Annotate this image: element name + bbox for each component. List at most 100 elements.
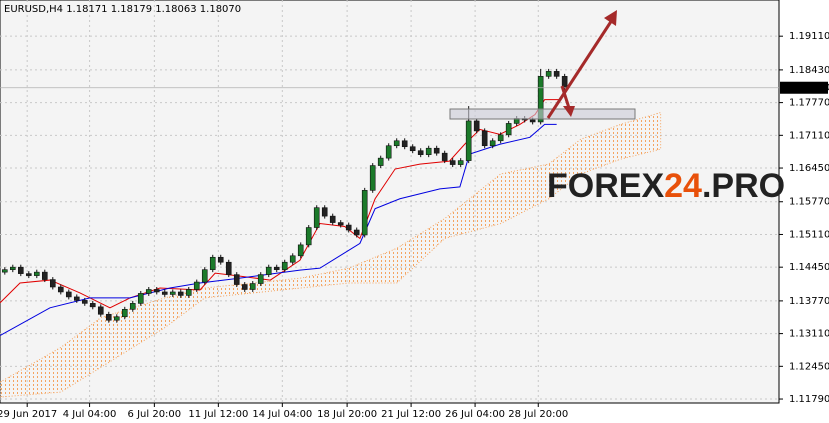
candle-body	[113, 316, 120, 321]
candle-body	[137, 293, 144, 304]
candle-body	[457, 160, 464, 165]
candle-body	[305, 227, 312, 246]
watermark: FOREX24.PRO	[547, 167, 785, 205]
candle-body	[425, 147, 432, 155]
y-tick-label: 1.15770	[789, 197, 829, 208]
candle-body	[201, 269, 208, 283]
candle-body	[505, 123, 512, 136]
candle-body	[385, 145, 392, 159]
candle-body	[73, 296, 80, 301]
x-tick-label: 21 Jul 12:00	[381, 409, 441, 420]
x-tick-label: 29 Jun 2017	[0, 409, 57, 420]
candle-body	[33, 271, 40, 276]
resistance-zone	[449, 108, 636, 120]
candle-body	[177, 291, 184, 296]
arrow-head	[563, 106, 575, 117]
candle-body	[465, 120, 472, 161]
candle-body	[377, 157, 384, 166]
current-price-label: 1.18070	[789, 83, 829, 94]
x-tick-label: 11 Jul 12:00	[188, 409, 248, 420]
current-price-box	[780, 81, 828, 94]
candle-body	[169, 291, 176, 295]
candle-body	[185, 289, 192, 296]
candle-body	[369, 165, 376, 191]
candle-body	[225, 261, 232, 275]
candle-body	[441, 152, 448, 161]
candle-body	[209, 256, 216, 270]
candle-body	[345, 224, 352, 231]
pullback-arrow	[560, 85, 571, 109]
y-tick-label: 1.19110	[789, 31, 829, 42]
candle-body	[361, 190, 368, 236]
y-tick-label: 1.11790	[789, 394, 829, 405]
candle-body	[81, 300, 88, 304]
candle-body	[193, 281, 200, 290]
watermark-part: .PRO	[702, 167, 785, 205]
candle-body	[41, 271, 48, 280]
candle-body	[497, 134, 504, 142]
candle-body	[25, 273, 32, 276]
y-tick-label: 1.17110	[789, 130, 829, 141]
candle-body	[233, 274, 240, 285]
x-tick-label: 14 Jul 04:00	[252, 409, 312, 420]
candle-body	[393, 140, 400, 147]
candle-body	[449, 160, 456, 165]
candle-body	[17, 266, 24, 274]
candle-body	[97, 306, 104, 315]
candle-body	[121, 309, 128, 318]
chart-title: EURUSD,H4 1.18171 1.18179 1.18063 1.1807…	[4, 4, 241, 15]
candle-body	[265, 266, 272, 275]
candle-body	[257, 274, 264, 284]
candle-body	[1, 269, 8, 273]
x-tick-label: 6 Jul 20:00	[128, 409, 182, 420]
watermark-part: FOREX	[547, 167, 664, 205]
candle-body	[65, 291, 72, 298]
candle-body	[249, 283, 256, 290]
candle-body	[105, 313, 112, 321]
arrow-head	[604, 10, 617, 26]
candle-body	[57, 286, 64, 293]
candle-body	[409, 146, 416, 151]
watermark-part: 24	[664, 167, 702, 205]
ichimoku-cloud	[0, 111, 662, 398]
candle-body	[49, 279, 56, 288]
candle-body	[481, 130, 488, 147]
candle-body	[161, 291, 168, 295]
y-tick-label: 1.16450	[789, 163, 829, 174]
candle-body	[273, 266, 280, 270]
candle-body	[217, 256, 224, 263]
y-tick-label: 1.15110	[789, 229, 829, 240]
candle-body	[553, 71, 560, 77]
candle-body	[281, 261, 288, 270]
candle-body	[89, 303, 96, 308]
candle-body	[329, 215, 336, 223]
y-tick-label: 1.18430	[789, 65, 829, 76]
candle-body	[297, 244, 304, 257]
candle-body	[433, 147, 440, 154]
candle-body	[489, 140, 496, 147]
y-tick-label: 1.13770	[789, 296, 829, 307]
candle-body	[417, 150, 424, 155]
y-tick-label: 1.14450	[789, 262, 829, 273]
candle-body	[353, 229, 360, 236]
candle-body	[9, 266, 16, 270]
candle-body	[145, 289, 152, 294]
candle-body	[545, 71, 552, 77]
y-tick-label: 1.17770	[789, 98, 829, 109]
candle-body	[153, 289, 160, 293]
forecast-arrow	[546, 19, 614, 119]
x-tick-label: 26 Jul 04:00	[445, 409, 505, 420]
candle-body	[337, 222, 344, 226]
candle-body	[529, 119, 536, 123]
candle-body	[473, 120, 480, 132]
candle-body	[313, 207, 320, 228]
x-tick-label: 4 Jul 04:00	[63, 409, 117, 420]
x-tick-label: 28 Jul 20:00	[508, 409, 568, 420]
candle-body	[289, 255, 296, 263]
candle-body	[401, 140, 408, 148]
x-tick-label: 18 Jul 20:00	[317, 409, 377, 420]
candle-body	[129, 303, 136, 310]
indicator-line	[0, 123, 557, 337]
y-tick-label: 1.12450	[789, 361, 829, 372]
